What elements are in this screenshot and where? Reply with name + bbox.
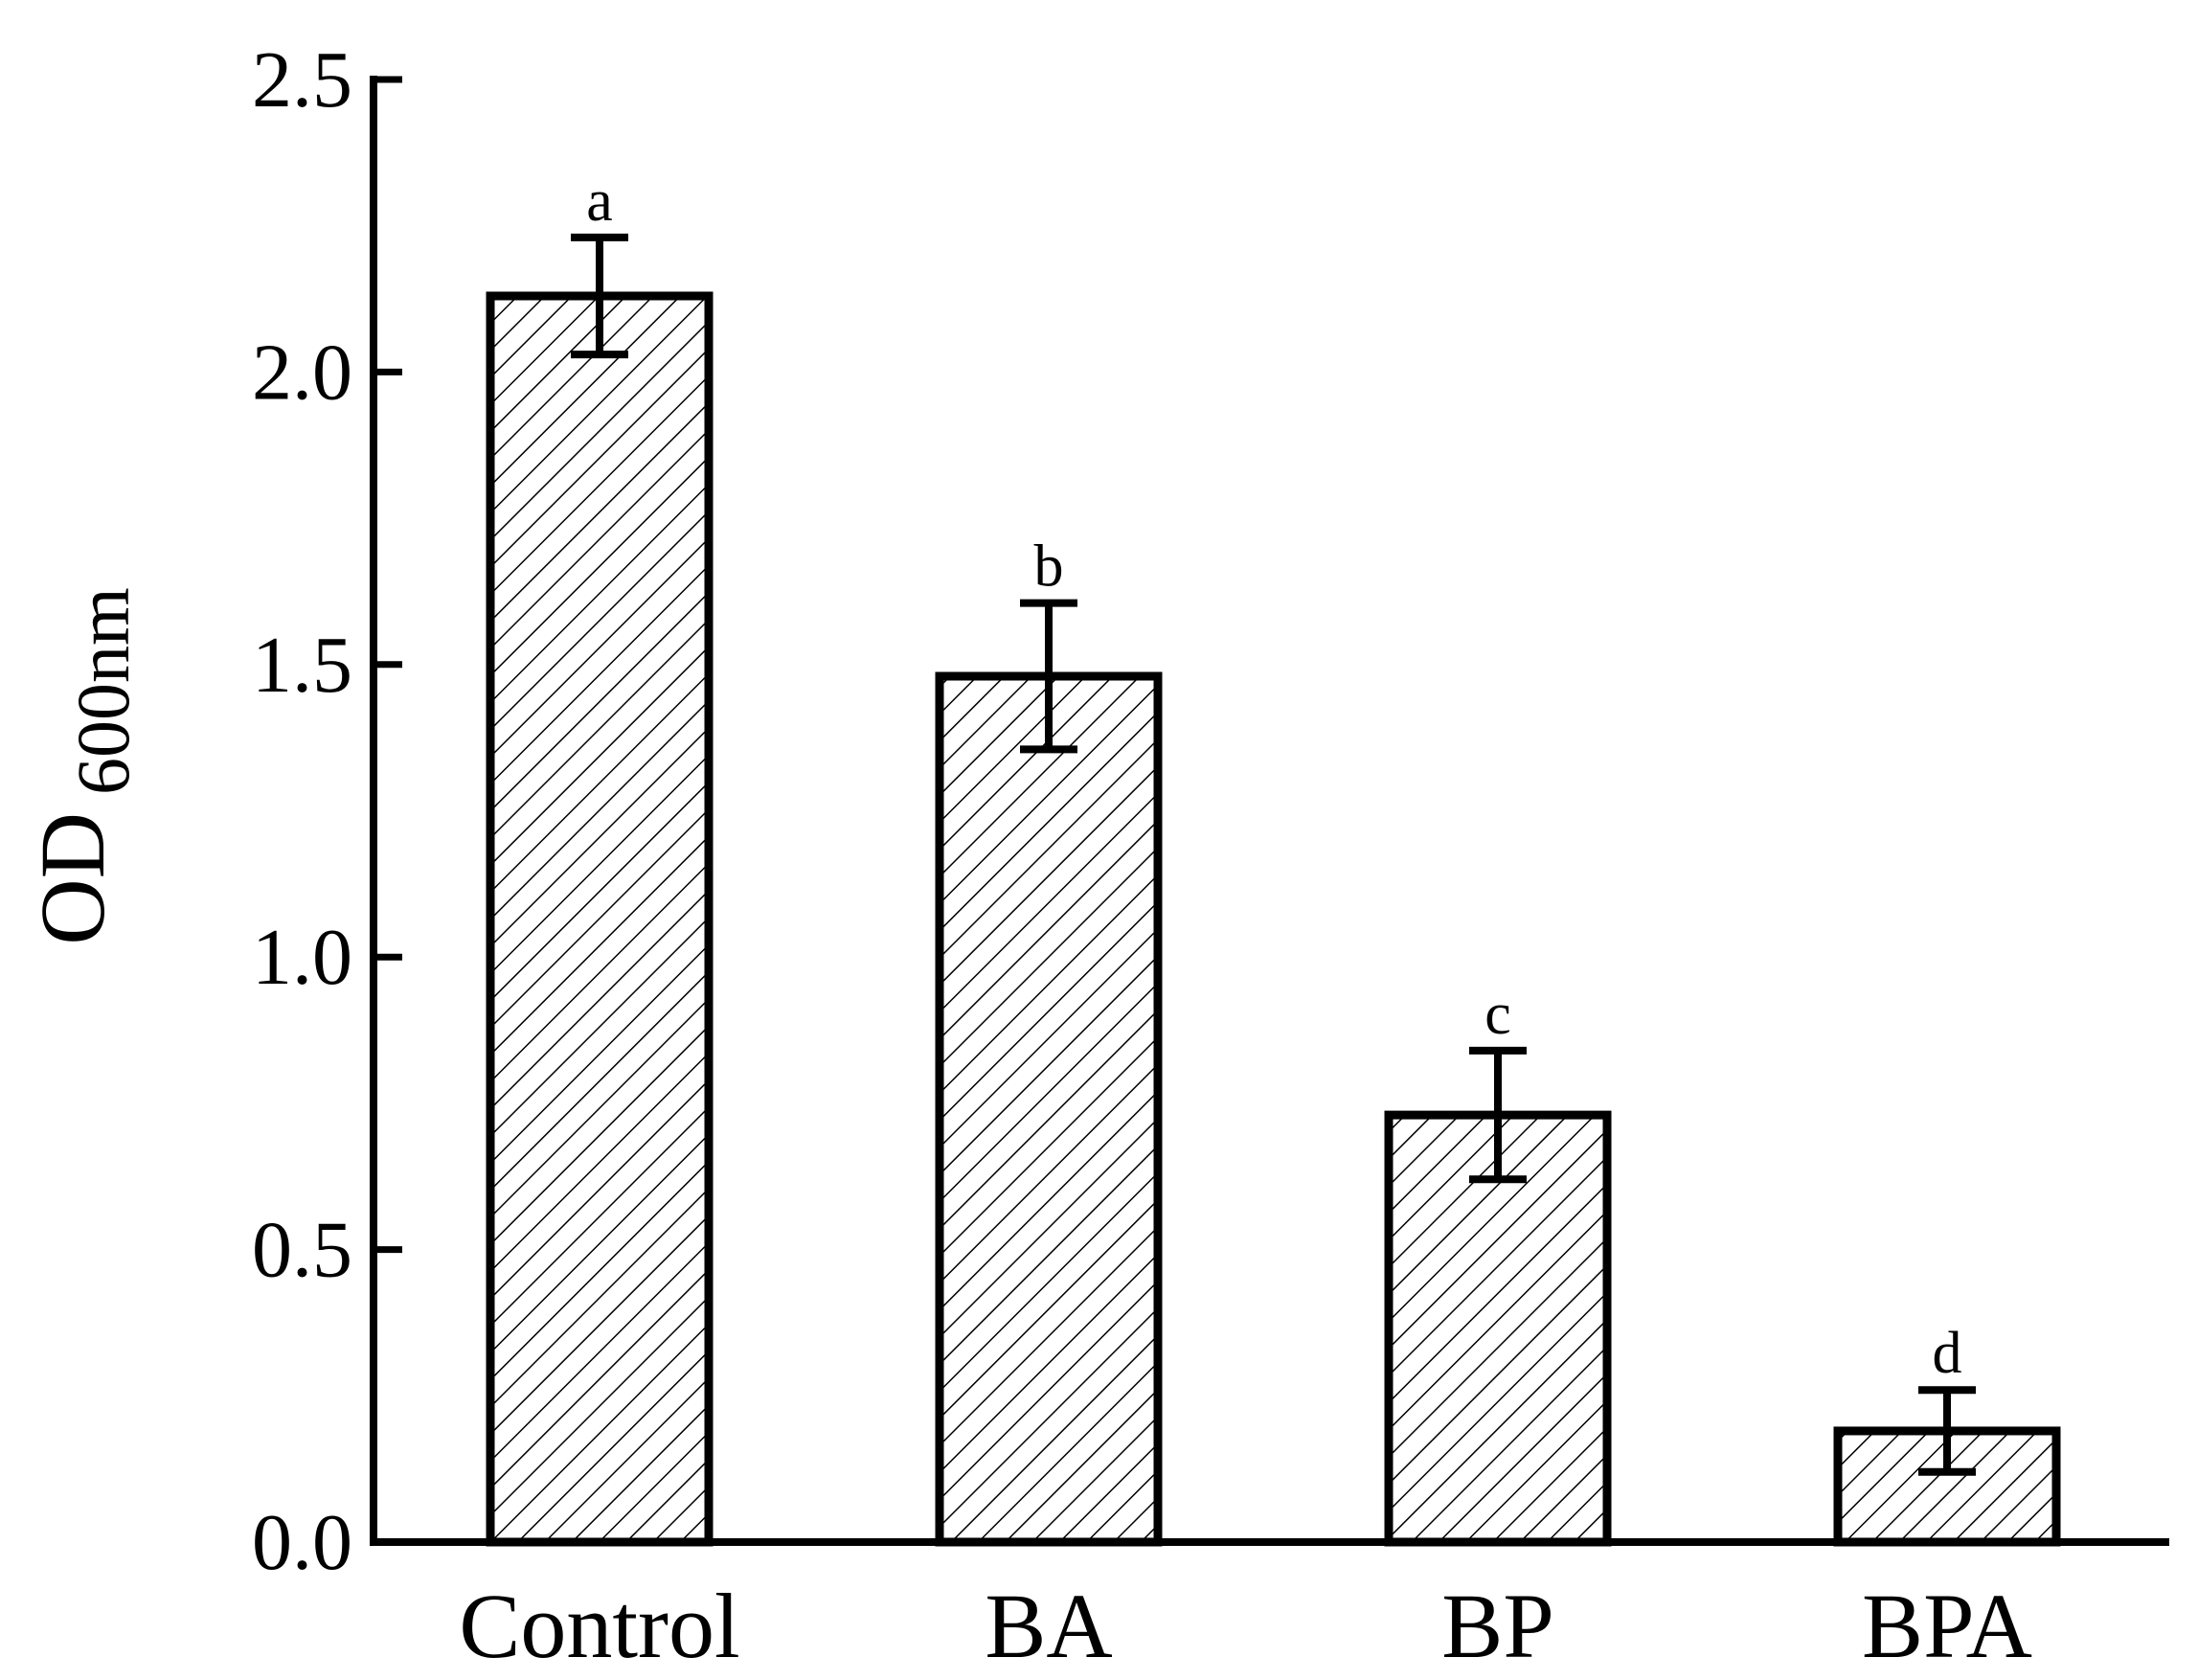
significance-letter: d [1933, 1321, 1962, 1386]
y-tick-label: 1.5 [252, 621, 352, 710]
y-tick-label: 1.0 [252, 913, 352, 1002]
y-axis-title-subscript: 600nm [61, 587, 145, 795]
y-tick-label: 2.5 [252, 35, 352, 125]
x-tick-label-bp: BP [1441, 1575, 1553, 1677]
bar-control [486, 291, 714, 1547]
plot-area: 0.0 0.5 1.0 1.5 2.0 2.5 Control BA BP BPA a b c d [252, 35, 2169, 1677]
bar-bp [1384, 1110, 1612, 1547]
bar-ba [935, 671, 1163, 1547]
x-tick-label-bpa: BPA [1862, 1575, 2032, 1677]
y-tick-label: 0.5 [252, 1206, 352, 1295]
significance-letter: b [1034, 534, 1064, 600]
significance-letter: c [1484, 982, 1511, 1047]
significance-letter: a [586, 169, 613, 234]
y-tick-label: 0.0 [252, 1498, 352, 1587]
y-axis-title-main: OD [21, 812, 124, 945]
x-tick-label-ba: BA [985, 1575, 1112, 1677]
y-tick-label: 2.0 [252, 328, 352, 417]
y-axis-title: OD 600nm [21, 587, 145, 944]
x-tick-label-control: Control [459, 1575, 739, 1677]
